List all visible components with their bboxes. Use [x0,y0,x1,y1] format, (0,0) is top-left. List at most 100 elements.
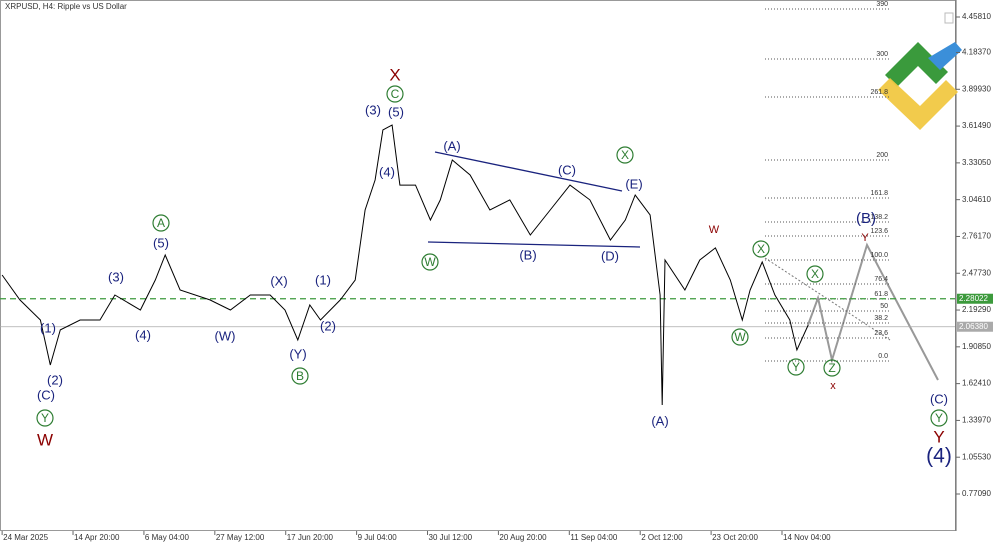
wave-label: (1) [315,272,331,287]
y-tick-label: 3.04610 [962,195,991,204]
price-line [1,124,809,406]
fib-label: 200 [876,152,888,159]
fib-label: 50 [880,303,888,310]
fib-label: 161.8 [870,190,888,197]
x-tick-label: 30 Jul 12:00 [429,533,473,542]
fib-label: 23.6 [874,330,888,337]
wave-label: x [830,380,836,392]
wave-circle [421,253,439,271]
logo [878,42,962,130]
fib-label: 100.0 [870,252,888,259]
wave-label: (C) [37,387,55,402]
y-tick-label: 0.77090 [962,489,991,498]
x-tick-label: 24 Mar 2025 [3,533,48,542]
wave-circle [806,265,824,283]
price-tag [957,321,993,332]
fib-diagonal [764,257,891,341]
wave-label: (C) [558,162,576,177]
y-tick-label: 3.33050 [962,158,991,167]
x-tick-label: 14 Nov 04:00 [783,533,831,542]
y-tick-label: 2.47730 [962,268,991,277]
fib-label: 38.2 [874,315,888,322]
x-tick-label: 27 May 12:00 [216,533,265,542]
y-tick-label: 1.05530 [962,452,991,461]
fib-label: 138.2 [870,214,888,221]
wave-circle [616,146,634,164]
fib-label: 261.8 [870,89,888,96]
price-tag [957,293,993,304]
wave-label: W [424,255,436,269]
x-tick-label: 17 Jun 20:00 [287,533,334,542]
wave-label: (5) [153,235,169,250]
y-tick-label: 2.76170 [962,232,991,241]
y-tick-label: 3.89930 [962,84,991,93]
wave-label: X [621,148,629,162]
wave-label: X [811,267,819,281]
wave-label: (2) [320,318,336,333]
wave-label: X [389,65,400,84]
price-tag-label: 2.06380 [959,322,988,331]
chart-title: XRPUSD, H4: Ripple vs US Dollar [5,2,127,11]
wave-label: (C) [930,391,948,406]
wave-label: (4) [379,164,395,179]
wave-label: (Y) [289,346,306,361]
wave-label: (2) [47,372,63,387]
x-tick-label: 14 Apr 20:00 [74,533,120,542]
wave-label: (1) [40,320,56,335]
wave-label: Y [935,411,943,425]
wave-label: X [757,242,765,256]
x-tick-label: 9 Jul 04:00 [358,533,398,542]
wave-label: B [296,369,304,383]
fib-label: 0.0 [878,353,888,360]
wave-circle [386,85,404,103]
wave-label: W [709,224,720,236]
y-tick-label: 1.62410 [962,379,991,388]
plot-frame [0,0,956,531]
price-tag-label: 2.28022 [959,294,988,303]
trendline [434,151,623,192]
wave-label: (3) [108,269,124,284]
wave-label: (3) [365,102,381,117]
wave-label: Y [792,360,800,374]
wave-label: (4) [135,327,151,342]
wave-label: A [157,216,165,230]
wave-label: (A) [651,413,668,428]
wave-circle [36,409,54,427]
fib-label: 300 [876,51,888,58]
wave-label: W [37,430,53,449]
fib-label: 390 [876,1,888,8]
y-tick-label: 1.33970 [962,416,991,425]
wave-label: W [734,330,746,344]
wave-circle [787,358,805,376]
wave-circle [152,214,170,232]
x-tick-label: 2 Oct 12:00 [641,533,683,542]
y-tick-label: 4.45810 [962,12,991,21]
wave-label: (B) [856,210,876,227]
x-tick-label: 11 Sep 04:00 [570,533,618,542]
wave-label: Z [828,361,835,375]
wave-circle [752,240,770,258]
x-tick-label: 6 May 04:00 [145,533,190,542]
wave-label: (4) [926,445,952,468]
x-tick-label: 20 Aug 20:00 [499,533,547,542]
wave-circle [731,328,749,346]
y-tick-label: 2.19290 [962,305,991,314]
fib-label: 76.4 [874,276,888,283]
y-tick-label: 3.61490 [962,121,991,130]
icon [944,12,954,24]
wave-circle [930,409,948,427]
x-tick-label: 23 Oct 20:00 [712,533,758,542]
wave-label: (A) [443,138,460,153]
fib-label: 61.8 [874,291,888,298]
fib-label: 123.6 [870,228,888,235]
wave-label: (D) [601,248,619,263]
wave-circle [823,359,841,377]
wave-label: Y [933,427,944,446]
wave-circle [291,367,309,385]
wave-label: (5) [388,104,404,119]
wave-label: (E) [625,176,642,191]
wave-label: (W) [215,328,236,343]
wave-label: Y [861,232,869,244]
wave-label: C [391,87,400,101]
